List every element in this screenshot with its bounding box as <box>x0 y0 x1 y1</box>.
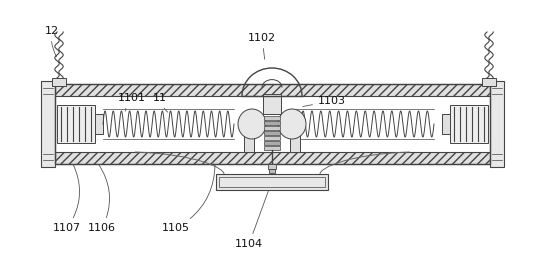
Bar <box>55 152 490 164</box>
Bar <box>442 114 450 134</box>
Bar <box>95 114 103 134</box>
Text: 1104: 1104 <box>235 184 271 249</box>
Ellipse shape <box>238 109 266 139</box>
Bar <box>244 134 254 152</box>
Bar <box>264 121 280 125</box>
Text: 1101: 1101 <box>118 93 146 111</box>
Ellipse shape <box>278 109 306 139</box>
Text: 1105: 1105 <box>162 165 215 233</box>
Bar <box>264 136 280 140</box>
Bar <box>264 126 280 130</box>
Bar <box>264 131 280 135</box>
Bar <box>450 105 488 143</box>
Bar <box>490 81 504 167</box>
Bar <box>268 164 276 169</box>
Bar <box>482 78 496 86</box>
Bar <box>57 105 95 143</box>
Text: 1102: 1102 <box>248 33 276 59</box>
Bar <box>52 78 66 86</box>
Text: 1106: 1106 <box>88 164 116 233</box>
Text: 1107: 1107 <box>53 165 81 233</box>
Text: 11: 11 <box>153 93 168 112</box>
Bar <box>219 177 325 187</box>
Bar <box>269 169 275 173</box>
Bar <box>55 84 490 164</box>
Bar <box>264 116 280 120</box>
Text: 12: 12 <box>45 26 59 57</box>
Text: 1103: 1103 <box>302 96 346 107</box>
Bar <box>290 134 300 152</box>
Bar <box>264 141 280 145</box>
Bar <box>264 146 280 150</box>
Bar <box>55 84 490 96</box>
Bar <box>41 81 55 167</box>
Bar <box>263 94 281 114</box>
Bar <box>216 174 328 190</box>
